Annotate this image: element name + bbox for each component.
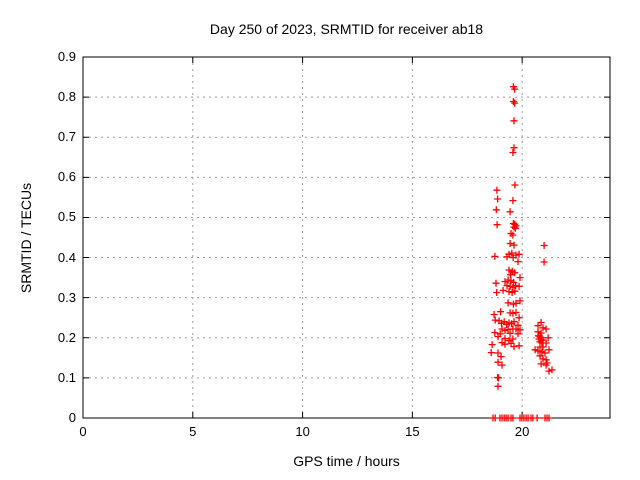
x-tick-label-4: 20 [514,424,530,439]
y-tick-label-3: 0.3 [57,289,76,305]
plot-border [82,56,611,419]
chart-title: Day 250 of 2023, SRMTID for receiver ab1… [209,21,484,37]
y-tick-label-5: 0.5 [57,209,76,225]
grid-lines [83,57,610,418]
x-tick-label-0: 0 [79,424,87,439]
y-tick-label-0: 0 [68,410,76,425]
x-tick-label-1: 5 [189,424,197,439]
y-tick-label-8: 0.8 [57,89,76,105]
y-tick-label-1: 0.1 [57,369,76,385]
x-axis-label: GPS time / hours [293,453,400,469]
tick-marks [82,56,610,419]
x-tick-label-3: 15 [405,424,420,439]
y-tick-label-7: 0.7 [57,129,76,145]
y-tick-label-9: 0.9 [57,49,76,64]
x-tick-label-2: 10 [295,424,310,439]
y-tick-label-6: 0.6 [57,169,76,185]
scatter-points [487,83,556,422]
y-tick-label-4: 0.4 [57,249,76,265]
y-tick-label-2: 0.2 [57,329,76,345]
